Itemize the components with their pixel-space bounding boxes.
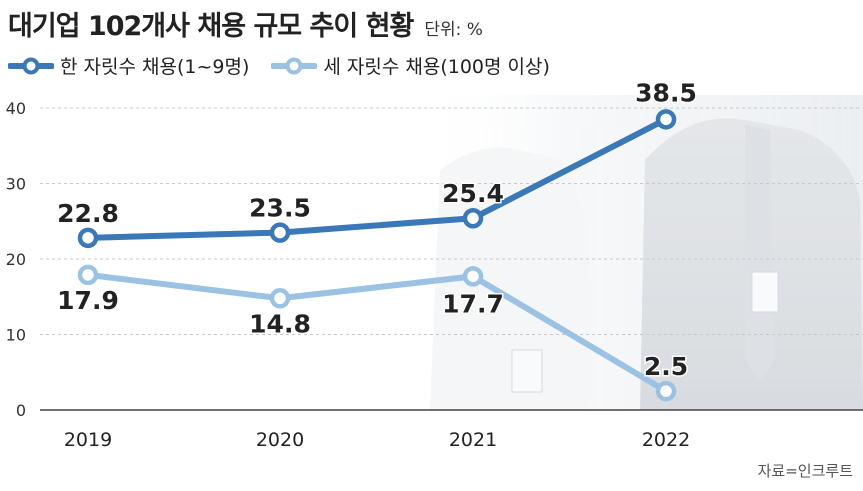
x-tick-label: 2019 (64, 429, 112, 451)
x-tick-label: 2020 (256, 429, 304, 451)
x-tick-label: 2021 (449, 429, 497, 451)
series-line (85, 116, 669, 241)
chart-title: 대기업 102개사 채용 규모 추이 현황 (8, 11, 414, 42)
background-photo (410, 95, 863, 410)
legend-label: 한 자릿수 채용(1~9명) (60, 56, 250, 78)
y-tick-label: 0 (16, 401, 26, 420)
unit-label: 단위: % (424, 20, 483, 40)
y-tick-label: 40 (6, 99, 26, 118)
data-point (77, 227, 99, 249)
grid (40, 107, 863, 411)
data-point (462, 266, 484, 287)
series-line (85, 271, 669, 395)
legend-marker-icon (271, 57, 318, 74)
data-label: 2.5 (644, 352, 688, 381)
y-axis: 0 10 20 30 40 (6, 99, 26, 420)
data-point (655, 109, 677, 130)
legend: 한 자릿수 채용(1~9명) 세 자릿수 채용(100명 이상) (8, 52, 572, 79)
data-label: 38.5 (635, 78, 697, 107)
data-point (77, 264, 99, 286)
title-block: 대기업 102개사 채용 규모 추이 현황 단위: % (8, 4, 483, 43)
data-point (269, 222, 291, 243)
series (77, 109, 677, 402)
data-label: 22.8 (57, 199, 119, 228)
x-tick-label: 2022 (642, 429, 690, 451)
data-point (462, 207, 484, 229)
data-point (269, 288, 291, 309)
data-point (655, 380, 677, 402)
source-note: 자료=인크루트 (757, 462, 853, 480)
x-axis: 2019 2020 2021 2022 (64, 429, 690, 451)
data-labels: 22.8 23.5 25.4 38.5 17.9 14.8 17.7 2.5 (56, 77, 699, 383)
data-label: 23.5 (249, 194, 311, 223)
y-tick-label: 20 (6, 250, 26, 269)
y-tick-label: 10 (6, 326, 26, 345)
data-label: 17.7 (442, 289, 504, 318)
y-tick-label: 30 (6, 175, 26, 194)
legend-item-single-digit: 한 자릿수 채용(1~9명) (8, 52, 249, 79)
data-label: 17.9 (57, 286, 119, 315)
legend-marker-icon (8, 57, 54, 74)
data-label: 14.8 (249, 309, 311, 338)
legend-item-triple-digit: 세 자릿수 채용(100명 이상) (271, 52, 550, 79)
data-label: 25.4 (442, 179, 504, 208)
legend-label: 세 자릿수 채용(100명 이상) (323, 56, 550, 78)
